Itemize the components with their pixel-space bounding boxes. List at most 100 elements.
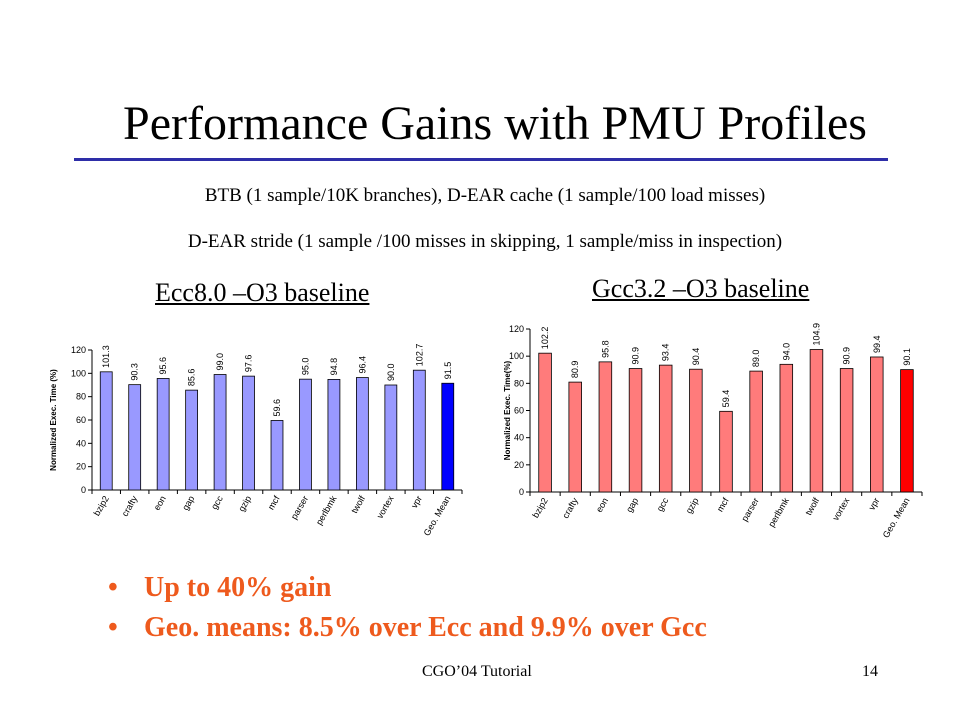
y-axis-label: Normalized Exec. Time(%) xyxy=(503,360,512,460)
bar-value-label: 95.0 xyxy=(300,358,310,376)
bar xyxy=(384,384,398,491)
x-tick-label: vpr xyxy=(867,496,882,512)
y-tick-label: 60 xyxy=(76,415,86,425)
ecc-bar-chart: Normalized Exec. Time (%) 0 20 40 60 80 100 120… xyxy=(49,344,463,538)
x-tick-label: Geo. Mean xyxy=(881,496,912,540)
x-tick-label: twolf xyxy=(803,496,821,517)
bar-value-label: 97.6 xyxy=(244,355,254,373)
bar-value-label: 90.0 xyxy=(386,363,396,381)
bar-value-label: 90.9 xyxy=(842,347,852,365)
footer-tutorial: CGO’04 Tutorial xyxy=(422,663,532,680)
bullet-dot: • xyxy=(108,612,118,643)
bar-value-label: 80.9 xyxy=(570,361,580,379)
bar xyxy=(185,389,198,491)
bar-value-label: 59.6 xyxy=(272,399,282,417)
bar-value-label: 95.8 xyxy=(600,340,610,358)
x-tick-label: Geo. Mean xyxy=(422,494,453,538)
y-tick-label: 120 xyxy=(509,324,524,334)
bar xyxy=(839,368,854,493)
y-tick-label: 20 xyxy=(514,460,524,470)
bar-value-label: 101.3 xyxy=(101,345,111,368)
bar-value-label: 90.4 xyxy=(691,348,701,366)
x-tick-label: twolf xyxy=(349,494,367,515)
bar xyxy=(628,368,643,493)
bullet-geo-means: Geo. means: 8.5% over Ecc and 9.9% over … xyxy=(144,612,707,643)
x-tick-label: gcc xyxy=(209,494,225,512)
y-tick-label: 60 xyxy=(514,406,524,416)
bar xyxy=(441,382,455,491)
bar xyxy=(538,352,552,493)
y-tick-label: 40 xyxy=(514,433,524,443)
gcc-bar-chart: Normalized Exec. Time(%) 0 20 40 60 80 100 120 1… xyxy=(503,323,923,540)
bar xyxy=(779,363,794,493)
bar-value-label: 94.8 xyxy=(329,358,339,376)
bullet-dot: • xyxy=(108,572,118,603)
bar-value-label: 102.2 xyxy=(540,327,550,350)
bullet-item: • Geo. means: 8.5% over Ecc and 9.9% over… xyxy=(108,608,707,648)
y-tick-label: 80 xyxy=(514,378,524,388)
bullet-list: • Up to 40% gain • Geo. means: 8.5% over E… xyxy=(108,568,707,648)
subtitle-sampling-rates: BTB (1 sample/10K branches), D-EAR cache… xyxy=(204,185,766,206)
y-tick-label: 40 xyxy=(76,438,86,448)
x-tick-label: perlbmk xyxy=(314,494,339,527)
bar-value-label: 94.0 xyxy=(781,343,791,361)
bar-value-label: 89.0 xyxy=(751,350,761,368)
bar xyxy=(870,356,884,493)
bar xyxy=(719,410,733,493)
page-number: 14 xyxy=(862,663,878,680)
x-tick-label: mcf xyxy=(715,496,731,514)
x-tick-label: bzip2 xyxy=(530,496,549,520)
y-tick-label: 120 xyxy=(71,345,86,355)
bar-value-label: 95.6 xyxy=(158,357,168,375)
bar xyxy=(749,370,763,493)
bar-value-label: 99.0 xyxy=(215,353,225,371)
x-tick-label: vortex xyxy=(830,496,851,523)
bar xyxy=(99,371,113,491)
y-tick-label: 0 xyxy=(81,485,86,495)
bar xyxy=(809,349,824,493)
x-tick-label: vortex xyxy=(375,494,396,521)
x-tick-label: bzip2 xyxy=(92,494,111,518)
bar-value-label: 96.4 xyxy=(357,356,367,374)
x-tick-label: parser xyxy=(289,494,310,521)
x-tick-label: gzip xyxy=(684,496,701,515)
bar xyxy=(213,374,227,491)
bar xyxy=(658,364,673,493)
bar-value-label: 104.9 xyxy=(811,323,821,346)
y-tick-label: 80 xyxy=(76,392,86,402)
bullet-max-gain: Up to 40% gain xyxy=(144,572,332,603)
bar xyxy=(568,381,582,493)
x-tick-label: gzip xyxy=(236,494,253,513)
x-tick-label: parser xyxy=(739,496,760,523)
bar-value-label: 90.1 xyxy=(902,348,912,366)
bar xyxy=(327,379,341,491)
bar-value-label: 90.3 xyxy=(130,363,140,381)
bar xyxy=(356,377,369,491)
y-tick-label: 100 xyxy=(509,351,524,361)
bar-value-label: 99.4 xyxy=(872,335,882,353)
x-tick-label: vpr xyxy=(409,494,424,510)
x-tick-label: perlbmk xyxy=(766,496,791,529)
bar xyxy=(242,375,255,491)
x-tick-label: eon xyxy=(594,496,610,514)
y-axis-label: Normalized Exec. Time (%) xyxy=(49,369,58,471)
x-tick-label: eon xyxy=(152,494,168,512)
bar xyxy=(128,384,142,491)
x-tick-label: crafty xyxy=(120,494,140,518)
x-tick-label: gcc xyxy=(655,496,671,514)
bar xyxy=(412,369,426,491)
y-tick-label: 0 xyxy=(519,487,524,497)
bar xyxy=(689,368,703,493)
bullet-item: • Up to 40% gain xyxy=(108,568,707,608)
bar xyxy=(156,378,170,491)
x-tick-label: gap xyxy=(180,494,196,512)
bar xyxy=(299,378,312,491)
subtitle-stride-sampling: D-EAR stride (1 sample /100 misses in sk… xyxy=(187,231,783,252)
bar-value-label: 102.7 xyxy=(414,344,424,367)
y-tick-label: 100 xyxy=(71,368,86,378)
title-underline xyxy=(74,158,888,161)
bar-value-label: 91.5 xyxy=(443,362,453,380)
bar-value-label: 59.4 xyxy=(721,390,731,408)
x-tick-label: gap xyxy=(624,496,640,514)
bar xyxy=(900,369,914,493)
